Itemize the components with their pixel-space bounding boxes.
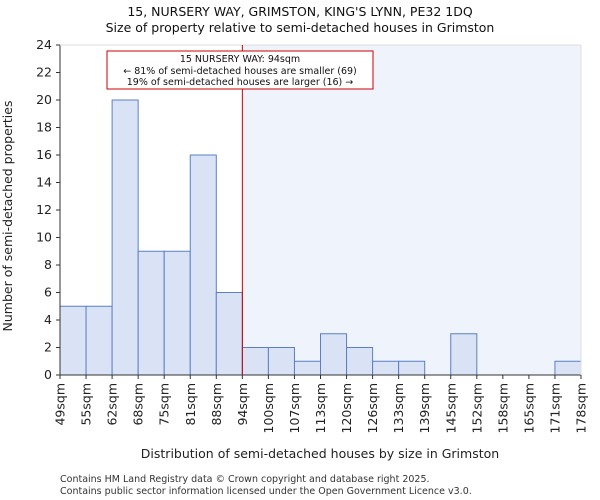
- y-tick-label: 8: [44, 257, 52, 272]
- x-tick-label: 94sqm: [235, 383, 250, 426]
- y-tick-label: 22: [36, 65, 52, 80]
- histogram-bar: [189, 154, 217, 376]
- annotation-line3: 19% of semi-detached houses are larger (…: [127, 77, 354, 88]
- y-tick-label: 20: [36, 92, 52, 107]
- histogram-bar: [241, 347, 269, 376]
- x-tick-label: 62sqm: [105, 383, 120, 426]
- y-tick-label: 2: [44, 340, 52, 355]
- y-tick-label: 14: [36, 175, 52, 190]
- x-tick-label: 120sqm: [339, 383, 354, 433]
- annotation-line1: 15 NURSERY WAY: 94sqm: [180, 54, 300, 65]
- y-tick-label: 16: [36, 147, 52, 162]
- y-axis-label: Number of semi-detached properties: [0, 101, 15, 332]
- x-tick-label: 152sqm: [469, 383, 484, 433]
- x-tick-label: 113sqm: [313, 383, 328, 433]
- histogram-bar: [267, 347, 295, 376]
- histogram-bar: [59, 305, 87, 376]
- y-tick-label: 24: [36, 37, 52, 52]
- y-tick-label: 18: [36, 120, 52, 135]
- x-tick-label: 133sqm: [391, 383, 406, 433]
- x-tick-label: 100sqm: [261, 383, 276, 433]
- histogram-bar: [320, 333, 348, 376]
- y-tick-label: 6: [44, 285, 52, 300]
- x-tick-label: 88sqm: [209, 383, 224, 426]
- y-tick-label: 12: [36, 202, 52, 217]
- histogram-bar: [215, 292, 243, 376]
- histogram-bar: [450, 333, 478, 376]
- chart-subtitle: Size of property relative to semi-detach…: [106, 20, 495, 35]
- annotation-box: [106, 50, 374, 90]
- chart-title: 15, NURSERY WAY, GRIMSTON, KING'S LYNN, …: [127, 4, 472, 19]
- x-tick-label: 107sqm: [287, 383, 302, 433]
- y-tick-label: 10: [36, 230, 52, 245]
- x-axis-label: Distribution of semi-detached houses by …: [141, 446, 499, 461]
- histogram-bar: [398, 360, 426, 376]
- x-tick-label: 158sqm: [495, 383, 510, 433]
- x-tick-label: 49sqm: [53, 383, 68, 426]
- annotation-line2: ← 81% of semi-detached houses are smalle…: [123, 66, 357, 77]
- histogram-bar: [293, 360, 322, 376]
- footer-copyright: Contains HM Land Registry data © Crown c…: [60, 474, 430, 485]
- x-tick-label: 145sqm: [443, 383, 458, 433]
- x-tick-label: 75sqm: [157, 383, 172, 426]
- x-tick-label: 178sqm: [574, 383, 589, 433]
- histogram-bar: [554, 360, 582, 376]
- x-tick-label: 171sqm: [547, 383, 562, 433]
- y-tick-label: 0: [44, 367, 52, 382]
- x-tick-label: 55sqm: [79, 383, 94, 426]
- x-tick-label: 165sqm: [521, 383, 536, 433]
- x-tick-label: 68sqm: [131, 383, 146, 426]
- x-tick-label: 126sqm: [365, 383, 380, 433]
- histogram-bar: [111, 99, 139, 376]
- histogram-bar: [346, 347, 374, 376]
- x-tick-label: 81sqm: [183, 383, 198, 426]
- footer-licence: Contains public sector information licen…: [60, 486, 472, 497]
- larger-region-shade: [242, 45, 581, 375]
- x-tick-label: 139sqm: [417, 383, 432, 433]
- histogram-bar: [163, 250, 191, 376]
- histogram-bar: [137, 250, 165, 376]
- y-tick-label: 4: [44, 312, 52, 327]
- histogram-bar: [85, 305, 113, 376]
- histogram-bar: [372, 360, 400, 376]
